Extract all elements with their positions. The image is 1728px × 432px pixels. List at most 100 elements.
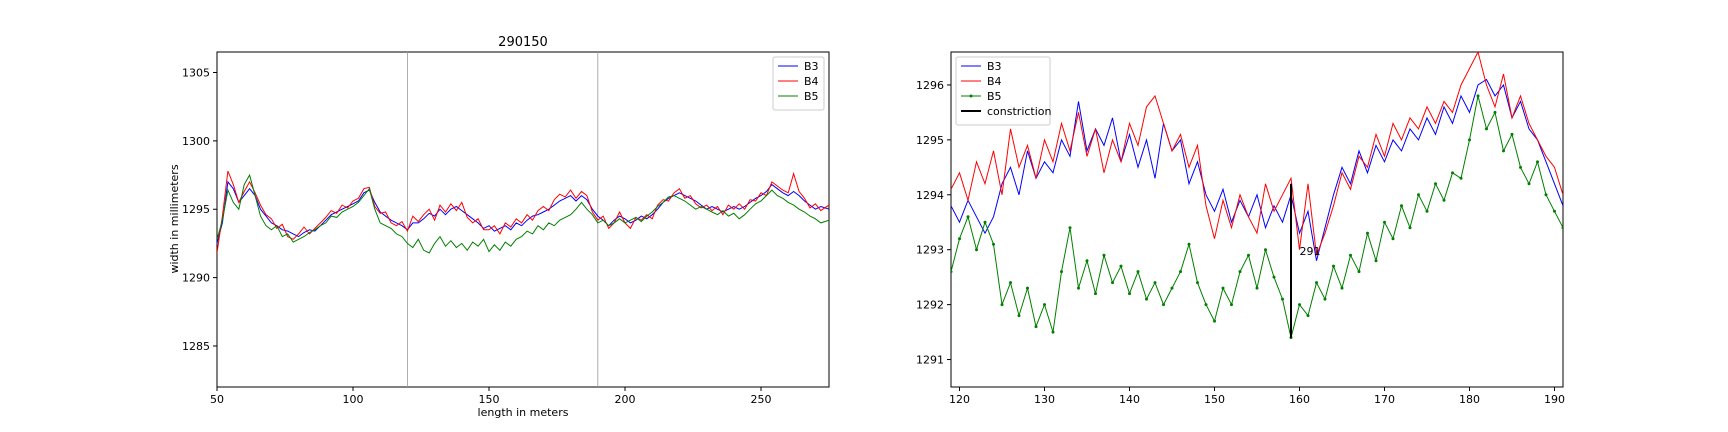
right-legend-label: B4: [987, 75, 1002, 88]
right-x-tick-label: 180: [1459, 393, 1480, 406]
right-series-b3: [951, 78, 1563, 261]
left-x-tick-label: 250: [751, 393, 772, 406]
right-x-tick-label: 190: [1544, 393, 1565, 406]
right-series-b5-marker: [1128, 292, 1131, 296]
right-series-b5-marker: [1493, 110, 1497, 114]
right-series-b5-marker: [1519, 165, 1522, 169]
right-series-b5: [951, 95, 1563, 338]
right-series-b5-marker: [1536, 160, 1539, 164]
right-series-b5-marker: [1451, 171, 1454, 175]
right-x-tick-label: 130: [1034, 393, 1055, 406]
right-series-b5-marker: [1000, 303, 1004, 307]
right-series-b5-marker: [1034, 325, 1038, 329]
right-series-b5-marker: [958, 237, 961, 241]
right-series-b5-marker: [1170, 286, 1174, 290]
right-series-b5-marker: [1238, 270, 1242, 274]
right-series-b5-marker: [1221, 286, 1225, 290]
right-series-b5-marker: [1281, 297, 1284, 301]
left-x-tick-label: 100: [343, 393, 364, 406]
right-series-b5-marker: [975, 248, 978, 252]
right-series-b5-marker: [1553, 209, 1556, 213]
left-chart-title: 290150: [498, 35, 548, 50]
left-series-b3: [217, 180, 829, 244]
right-series-b5-marker: [1357, 270, 1361, 274]
right-series-b5-marker: [1111, 281, 1114, 285]
right-series-b5-marker: [1544, 193, 1548, 197]
left-series-b5: [217, 173, 829, 254]
right-series-b5-marker: [1468, 138, 1471, 142]
right-series-b5-marker: [1383, 220, 1386, 224]
right-series-b5-marker: [1068, 226, 1072, 230]
left-legend-label: B5: [804, 90, 819, 103]
right-legend-box: [955, 56, 1051, 126]
right-series-b5-marker: [1009, 281, 1012, 285]
right-chart: 120 130 140 150 160 170 180 190 1291 1292 1293 1294…: [916, 51, 1565, 406]
right-series-b5-marker: [1017, 314, 1021, 318]
right-series-b5-marker: [1255, 286, 1259, 290]
right-series-b5-marker: [983, 220, 987, 224]
right-y-tick-label: 1296: [916, 79, 944, 92]
right-series-b5-marker: [1391, 237, 1395, 241]
right-y-tick-label: 1295: [916, 134, 944, 147]
right-series-b5-marker: [1060, 270, 1063, 274]
right-series-b5-marker: [1510, 132, 1514, 136]
left-y-axis-label: width in millimeters: [168, 164, 181, 273]
left-y-tick-label: 1305: [182, 67, 210, 80]
left-x-tick-label: 150: [479, 393, 500, 406]
left-series-b4: [217, 170, 829, 254]
right-annotation: 291: [1300, 245, 1321, 258]
right-series-b5-marker: [1094, 292, 1097, 296]
left-legend-label: B4: [804, 75, 819, 88]
right-series-b5-marker: [1204, 303, 1208, 307]
right-legend-label: B3: [987, 60, 1002, 73]
left-y-tick-label: 1295: [182, 203, 210, 216]
right-series-b5-marker: [1332, 264, 1335, 268]
right-series-b5-marker: [1374, 259, 1378, 263]
right-series-b5-marker: [1340, 286, 1344, 290]
right-series-b5-marker: [1425, 209, 1429, 213]
right-series-b5-marker: [1085, 259, 1089, 263]
right-legend-label: constriction: [987, 105, 1052, 118]
right-series-b5-marker: [1179, 270, 1182, 274]
right-series-b5-marker: [1442, 198, 1446, 202]
right-series-b5-marker: [1459, 176, 1463, 180]
right-y-tick-label: 1292: [916, 299, 944, 312]
right-series-b5-marker: [1400, 204, 1403, 208]
right-x-tick-label: 170: [1374, 393, 1395, 406]
right-y-tick-label: 1291: [916, 354, 944, 367]
left-plot-frame: [216, 51, 830, 388]
right-series-b5-marker: [1153, 281, 1157, 285]
right-series-b5-marker: [1026, 286, 1029, 290]
right-series-b5-marker: [1196, 281, 1199, 285]
right-series-b5-marker: [1408, 226, 1412, 230]
left-x-tick-label: 50: [210, 393, 224, 406]
left-legend-box: [772, 56, 825, 111]
left-y-tick-label: 1290: [182, 272, 210, 285]
right-x-tick-label: 150: [1204, 393, 1225, 406]
right-series-b5-marker: [1272, 275, 1276, 279]
right-series-b5-marker: [1102, 253, 1106, 257]
right-series-b5-marker: [1485, 127, 1488, 131]
right-series-b5-marker: [1213, 319, 1216, 323]
right-y-tick-label: 1294: [916, 189, 944, 202]
left-y-tick-label: 1285: [182, 340, 210, 353]
right-series-b5-marker: [1502, 149, 1505, 153]
left-x-axis-label: length in meters: [478, 406, 569, 419]
right-series-b5-marker: [1366, 231, 1369, 235]
right-x-tick-label: 140: [1119, 393, 1140, 406]
right-plot-frame: [950, 51, 1564, 388]
right-series-b5-marker: [1162, 303, 1165, 307]
right-series-b5-marker: [1051, 330, 1055, 334]
right-series-b5-marker: [966, 215, 970, 219]
right-series-b5-marker: [1145, 297, 1148, 301]
left-legend-label: B3: [804, 60, 819, 73]
right-series-b5-marker: [1434, 182, 1437, 186]
right-legend-marker: [969, 94, 973, 98]
left-x-tick-label: 200: [615, 393, 636, 406]
right-x-tick-label: 160: [1289, 393, 1310, 406]
right-series-b5-marker: [1119, 264, 1123, 268]
right-series-b5-marker: [1077, 286, 1080, 290]
right-series-b5-marker: [992, 242, 995, 246]
right-x-tick-label: 120: [949, 393, 970, 406]
right-series-b4: [951, 52, 1563, 256]
